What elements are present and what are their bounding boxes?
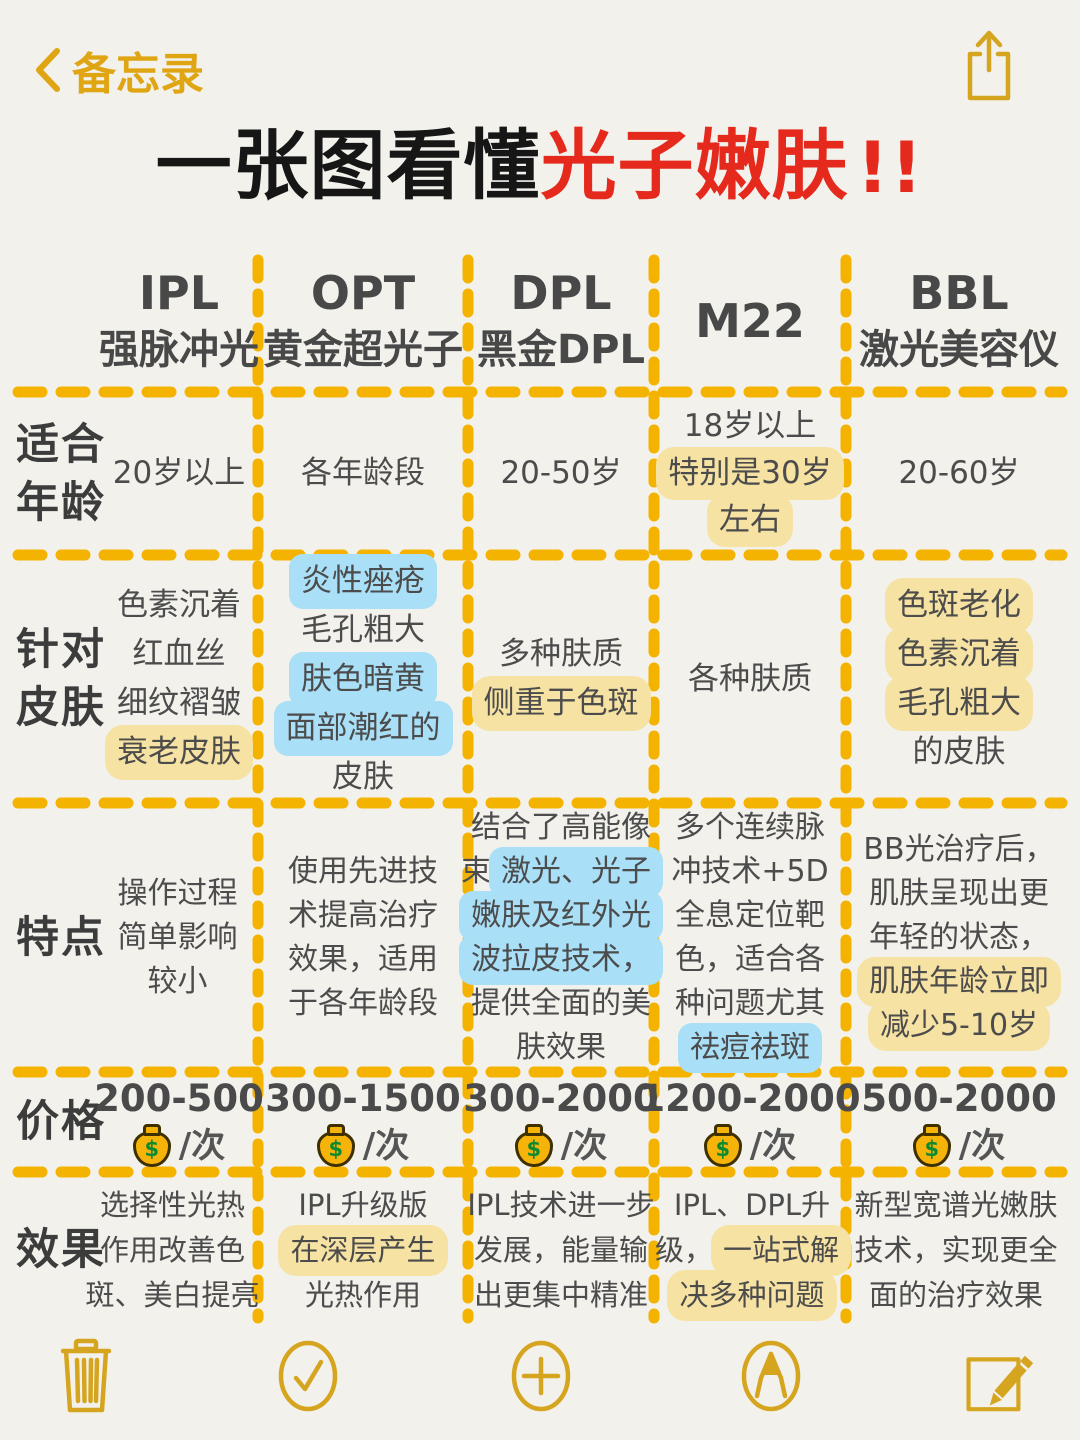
back-button[interactable]: 备忘录 <box>34 38 204 102</box>
column-header-bbl: BBL 激光美容仪 <box>859 266 1059 373</box>
cell-age-opt: 各年龄段 <box>301 455 425 491</box>
back-chevron-icon <box>36 48 60 92</box>
cell-features-dpl: 结合了高能像束激光、光子 嫩肤及红外光 波拉皮技术， 提供全面的美 肤效果 <box>458 803 664 1072</box>
marker-pen-icon <box>741 1340 801 1412</box>
back-label: 备忘录 <box>72 49 204 100</box>
cell-price-ipl: 200-500 $/次 <box>94 1077 264 1167</box>
share-button[interactable] <box>960 26 1018 106</box>
cell-skin-dpl: 多种肤质 侧重于色斑 <box>460 555 662 803</box>
column-header-dpl: DPL 黑金DPL <box>476 266 645 373</box>
cell-age-ipl: 20岁以上 <box>112 455 246 491</box>
page-title: 一张图看懂光子嫩肤!! <box>0 104 1080 214</box>
cell-features-m22: 多个连续脉 冲技术+5D 全息定位靶 色，适合各 种问题尤其 祛痘祛斑 <box>654 803 846 1073</box>
cell-age-bbl: 20-60岁 <box>898 455 1020 491</box>
cell-effects-bbl: 新型宽谱光嫩肤 技术，实现更全 面的治疗效果 <box>854 1187 1058 1312</box>
title-red-part: 光子嫩肤 <box>540 121 849 210</box>
check-circle-icon <box>278 1340 338 1412</box>
double-exclamation-icon: !! <box>856 127 925 209</box>
row-label-age: 适合 年龄 <box>16 419 106 528</box>
cell-price-bbl: 500-2000 $/次 <box>861 1077 1057 1167</box>
cell-price-dpl: 300-2000 $/次 <box>463 1077 659 1167</box>
comparison-table: IPL 强脉冲光 OPT 黄金超光子 DPL 黑金DPL M22 BBL 激光美… <box>10 250 1070 1328</box>
money-bag-icon: $ <box>132 1131 171 1167</box>
cell-effects-dpl: IPL技术进一步 发展，能量输 出更集中精准 <box>467 1187 655 1312</box>
column-header-m22: M22 <box>695 294 805 348</box>
compose-button[interactable] <box>963 1336 1035 1416</box>
cell-features-ipl: 操作过程 简单影响 较小 <box>117 875 238 999</box>
cell-price-m22: 1200-2000 $/次 <box>639 1077 861 1167</box>
cell-features-opt: 使用先进技 术提高治疗 效果，适用 于各年龄段 <box>288 853 438 1021</box>
money-bag-icon: $ <box>316 1131 355 1167</box>
row-label-price: 价格 <box>16 1097 106 1147</box>
cell-effects-ipl: 选择性光热 作用改善色 斑、美白提亮 <box>85 1187 260 1312</box>
money-bag-icon: $ <box>514 1131 553 1167</box>
cell-skin-ipl: 色素沉着 红血丝 细纹褶皱 衰老皮肤 <box>90 555 268 803</box>
bottom-toolbar <box>0 1336 1080 1416</box>
money-bag-icon: $ <box>703 1131 742 1167</box>
cell-skin-bbl: 色斑老化 色素沉着 毛孔粗大 的皮肤 <box>848 555 1070 803</box>
column-header-ipl: IPL 强脉冲光 <box>99 266 259 373</box>
add-button[interactable] <box>505 1336 577 1416</box>
plus-circle-icon <box>511 1340 571 1412</box>
row-label-features: 特点 <box>16 912 106 963</box>
cell-age-m22: 18岁以上 特别是30岁 左右 <box>656 392 844 555</box>
cell-price-opt: 300-1500 $/次 <box>265 1077 461 1167</box>
share-icon <box>967 30 1011 101</box>
cell-age-dpl: 20-50岁 <box>500 455 622 491</box>
title-black-part: 一张图看懂 <box>155 121 541 210</box>
cell-effects-m22: IPL、DPL升 级， 一站式解 决多种问题 <box>654 1172 852 1328</box>
delete-button[interactable] <box>50 1336 122 1416</box>
cell-features-bbl: BB光治疗后， 肌肤呈现出更 年轻的状态， 肌肤年龄立即 减少5-10岁 <box>848 803 1070 1072</box>
cell-skin-opt: 炎性痤疮 毛孔粗大 肤色暗黄 面部潮红的 皮肤 <box>258 553 468 803</box>
checklist-button[interactable] <box>272 1336 344 1416</box>
column-header-opt: OPT 黄金超光子 <box>263 266 463 373</box>
row-label-skin: 针对 皮肤 <box>16 625 106 733</box>
cell-effects-opt: IPL升级版 在深层产生 光热作用 <box>258 1172 468 1328</box>
compose-icon <box>966 1355 1034 1412</box>
cell-skin-m22: 各种肤质 <box>688 660 812 697</box>
money-bag-icon: $ <box>912 1131 951 1167</box>
trash-icon <box>60 1338 112 1413</box>
markup-button[interactable] <box>735 1336 807 1416</box>
row-label-effects: 效果 <box>16 1225 106 1275</box>
